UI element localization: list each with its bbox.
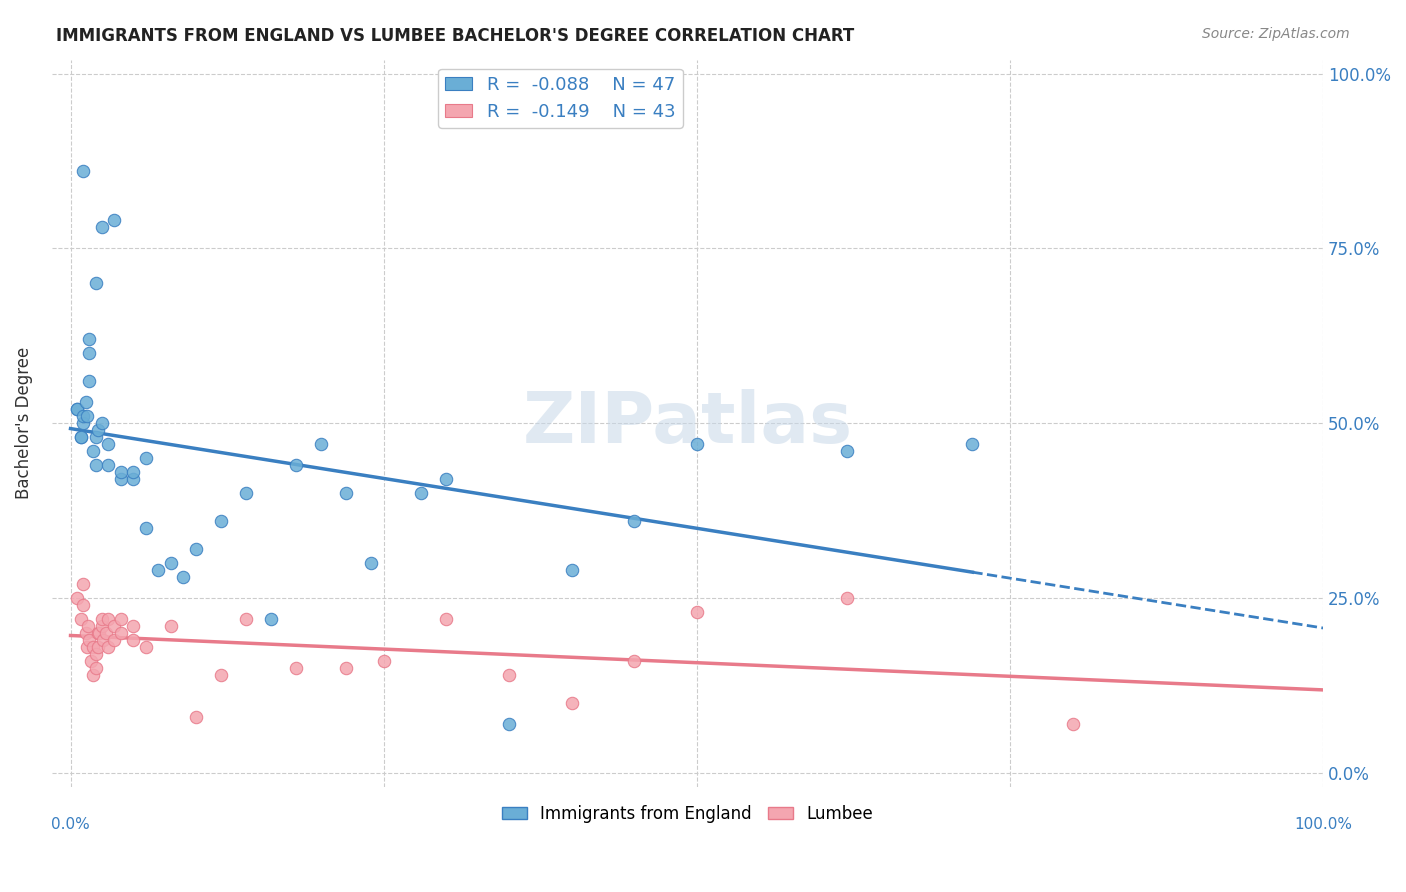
Point (103, 632, 125, 647)
Point (135, 451, 157, 466)
Point (72, 598, 94, 612)
Point (561, 696, 583, 710)
Point (69, 612, 91, 626)
Point (69, 430, 91, 444)
Point (122, 465, 145, 479)
Point (97, 458, 120, 473)
Point (90, 619, 112, 633)
Point (623, 654, 645, 668)
Point (79, 374, 101, 388)
Point (434, 612, 457, 626)
Point (235, 612, 257, 626)
Point (89, 626, 111, 640)
Point (84, 430, 107, 444)
Point (285, 661, 308, 675)
Point (411, 486, 433, 500)
Point (135, 640, 157, 654)
Point (235, 486, 257, 500)
Point (82, 640, 104, 654)
Legend: Immigrants from England, Lumbee: Immigrants from England, Lumbee (495, 798, 880, 830)
Point (335, 486, 357, 500)
Point (962, 437, 984, 451)
Point (159, 619, 181, 633)
Point (360, 556, 382, 570)
Point (72, 577, 94, 591)
Point (122, 632, 145, 647)
Point (72, 164, 94, 178)
Point (97, 640, 120, 654)
Point (97, 437, 120, 451)
Point (94, 626, 117, 640)
Point (686, 437, 709, 451)
Point (285, 458, 308, 473)
Point (184, 710, 207, 724)
Point (90, 416, 112, 430)
Point (87, 626, 110, 640)
Point (335, 661, 357, 675)
Point (66, 591, 89, 605)
Text: Source: ZipAtlas.com: Source: ZipAtlas.com (1202, 27, 1350, 41)
Text: 100.0%: 100.0% (1294, 817, 1353, 832)
Point (66, 402, 89, 417)
Text: ZIPatlas: ZIPatlas (523, 389, 852, 458)
Point (79, 332, 101, 346)
Point (79, 632, 101, 647)
Point (76, 409, 98, 424)
Point (434, 472, 457, 486)
Point (79, 654, 101, 668)
Point (91, 632, 114, 647)
Point (72, 416, 94, 430)
Point (90, 612, 112, 626)
Point (76, 640, 98, 654)
Point (84, 647, 107, 661)
Point (561, 563, 583, 577)
Point (498, 717, 520, 731)
Point (84, 458, 107, 473)
Point (103, 213, 125, 227)
Point (148, 563, 170, 577)
Point (82, 668, 104, 682)
Point (184, 542, 207, 557)
Point (75, 626, 97, 640)
Point (90, 220, 112, 235)
Point (209, 668, 232, 682)
Point (110, 465, 132, 479)
Point (686, 605, 709, 619)
Point (373, 654, 395, 668)
Point (79, 346, 101, 360)
Point (209, 514, 232, 528)
Point (1062, 717, 1084, 731)
Point (87, 423, 110, 437)
Point (837, 591, 859, 605)
Point (75, 395, 97, 409)
Point (623, 514, 645, 528)
Point (837, 444, 859, 458)
Point (66, 402, 89, 417)
Point (498, 668, 520, 682)
Point (97, 612, 120, 626)
Point (135, 521, 157, 535)
Point (84, 661, 107, 675)
Point (172, 570, 194, 584)
Point (122, 472, 145, 486)
Text: IMMIGRANTS FROM ENGLAND VS LUMBEE BACHELOR'S DEGREE CORRELATION CHART: IMMIGRANTS FROM ENGLAND VS LUMBEE BACHEL… (56, 27, 855, 45)
Point (159, 556, 181, 570)
Point (110, 612, 132, 626)
Point (309, 437, 332, 451)
Point (82, 444, 104, 458)
Point (72, 409, 94, 424)
Point (110, 626, 132, 640)
Point (103, 619, 125, 633)
Point (77, 619, 100, 633)
Point (260, 612, 283, 626)
Point (122, 619, 145, 633)
Y-axis label: Bachelor's Degree: Bachelor's Degree (15, 347, 32, 500)
Point (110, 472, 132, 486)
Point (87, 640, 110, 654)
Point (84, 277, 107, 291)
Point (69, 430, 91, 444)
Text: 0.0%: 0.0% (51, 817, 90, 832)
